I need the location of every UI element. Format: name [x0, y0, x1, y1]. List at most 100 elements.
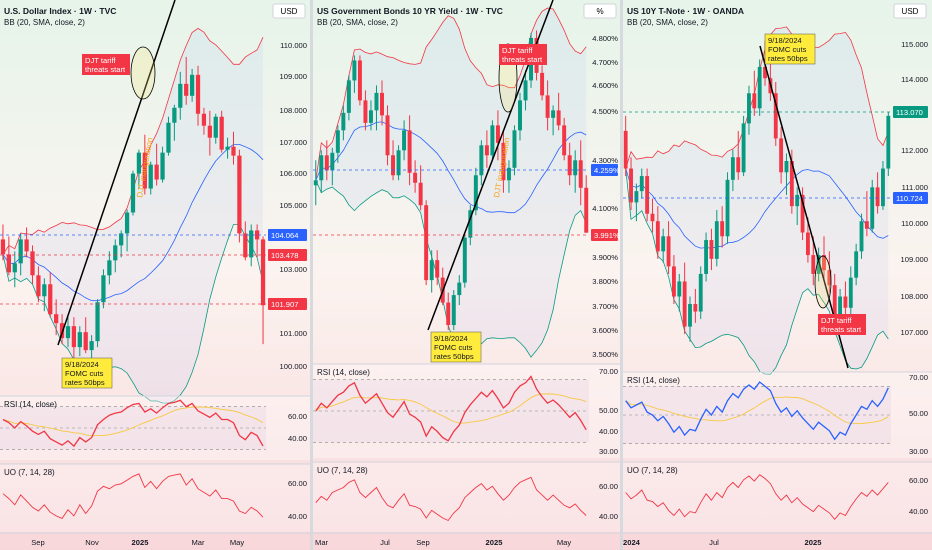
candle-body	[83, 332, 88, 351]
chart-panel-dxy[interactable]: 110.000 109.000 108.000 107.000 106.000 105.0…	[0, 0, 311, 550]
candle-body	[178, 83, 183, 108]
candle-body	[136, 152, 142, 174]
candle	[260, 236, 266, 345]
chart-title: US Government Bonds 10 YR Yield · 1W · T…	[317, 6, 503, 16]
candle-body	[330, 152, 335, 171]
candle	[124, 209, 130, 252]
rsi-ma-line	[2, 406, 264, 437]
panel-divider[interactable]	[310, 0, 313, 550]
candle	[36, 266, 41, 303]
price-tag-label: 113.070	[896, 108, 923, 117]
candle-body	[886, 115, 891, 169]
candle	[886, 112, 891, 177]
candle-body	[166, 122, 171, 153]
chart-background	[0, 0, 311, 550]
candle-body	[380, 92, 384, 116]
candle-body	[113, 245, 118, 261]
rsi-title: RSI (14, close)	[627, 376, 680, 385]
price-tag	[591, 229, 618, 241]
candle-body	[725, 179, 730, 237]
price-tick-label: 3.900%	[592, 253, 618, 262]
callout-box	[499, 44, 547, 65]
rsi-pane	[313, 364, 622, 458]
callout-label: DJT tariff threats start	[85, 56, 126, 74]
candle	[827, 251, 832, 293]
candle	[357, 55, 362, 106]
bb-basis	[2, 144, 264, 302]
rsi-tick-label: 40.00	[288, 434, 307, 443]
candle	[551, 105, 556, 136]
candle-body	[805, 232, 810, 256]
uo-line	[625, 474, 889, 521]
callout-box	[764, 33, 816, 65]
candle-body	[107, 260, 112, 276]
candle	[142, 134, 147, 195]
candle	[172, 104, 177, 141]
candle-body	[48, 284, 53, 315]
candle-body	[352, 60, 357, 81]
candle-body	[545, 95, 550, 118]
candle	[380, 80, 384, 126]
candle-body	[12, 263, 17, 273]
price-tag-label: 4.259%	[594, 166, 620, 175]
candle	[556, 92, 561, 131]
candle	[698, 266, 703, 320]
candle	[623, 115, 628, 177]
candle	[822, 236, 826, 282]
candle	[101, 269, 106, 309]
candle	[166, 116, 171, 156]
time-axis-label: Mar	[315, 538, 329, 547]
candle-body	[446, 302, 451, 326]
fomc-callout: 9/18/2024 FOMC cuts rates 50bps	[61, 357, 113, 389]
candle	[413, 160, 418, 193]
candle	[688, 296, 692, 342]
candle-body	[0, 239, 6, 255]
price-tag-label: 3.991%	[594, 231, 620, 240]
candle-body	[506, 167, 511, 181]
uo-title: UO (7, 14, 28)	[627, 466, 678, 475]
candle-body	[249, 230, 254, 258]
price-tag	[268, 249, 307, 261]
candle-body	[368, 110, 373, 123]
chart-panel-us10y[interactable]: 4.800% 4.700% 4.600% 4.500% 4.300% 4.100% 3.90…	[313, 0, 622, 550]
candle-body	[490, 125, 495, 156]
uo-pane	[623, 462, 932, 532]
candle-body	[747, 93, 751, 124]
candle-body	[24, 239, 29, 252]
candle	[870, 179, 875, 233]
candle	[363, 90, 368, 131]
price-tag	[893, 106, 928, 118]
candle	[24, 227, 29, 258]
chart-svg: 115.000 114.000 112.000 111.000 110.000 109.0…	[623, 0, 932, 550]
candle	[330, 147, 335, 186]
candle	[495, 110, 500, 161]
candle	[805, 217, 810, 263]
uo-line	[315, 476, 587, 522]
unit-label: USD	[281, 7, 298, 16]
candle-body	[402, 130, 407, 151]
indicator-label: BB (20, SMA, close, 2)	[317, 18, 398, 27]
candle-body	[634, 191, 639, 203]
candle	[77, 326, 82, 357]
candle-body	[160, 152, 165, 180]
candle	[720, 206, 725, 248]
panel-divider[interactable]	[620, 0, 623, 550]
chart-panel-zn[interactable]: 115.000 114.000 112.000 111.000 110.000 109.0…	[623, 0, 932, 550]
candle-body	[473, 175, 478, 211]
chart-svg: 110.000 109.000 108.000 107.000 106.000 105.0…	[0, 0, 311, 550]
callout-box	[430, 331, 482, 363]
candle-body	[313, 180, 318, 186]
candle	[195, 65, 201, 126]
candle	[773, 81, 778, 146]
candle	[578, 140, 583, 206]
candle-body	[822, 255, 826, 271]
candle	[148, 161, 153, 195]
candle	[18, 233, 23, 276]
price-tick-label: 103.000	[280, 265, 307, 274]
candle	[207, 110, 212, 156]
callout-label: 9/18/2024 FOMC cuts rates 50bps	[768, 36, 808, 63]
candle	[95, 299, 100, 348]
candle-body	[854, 251, 859, 278]
price-tick-label: 110.000	[280, 41, 307, 50]
time-axis-label: 2025	[132, 538, 150, 547]
